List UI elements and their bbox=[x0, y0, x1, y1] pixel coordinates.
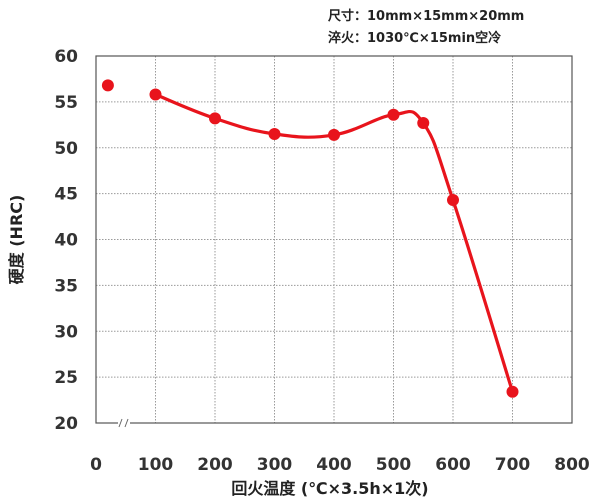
plot-frame bbox=[95, 55, 573, 424]
y-tick-label: 25 bbox=[54, 368, 78, 388]
y-tick-label: 50 bbox=[54, 139, 78, 159]
data-point bbox=[101, 79, 114, 92]
axis-break-mark bbox=[118, 418, 123, 428]
annotation-quench: 淬火：1030℃×15min空冷 bbox=[328, 30, 501, 46]
x-tick-label: 300 bbox=[257, 455, 293, 475]
x-tick-label: 100 bbox=[138, 455, 174, 475]
data-point bbox=[417, 116, 430, 129]
y-tick-label: 35 bbox=[54, 276, 78, 296]
annotation-size: 尺寸：10mm×15mm×20mm bbox=[328, 8, 524, 24]
data-point bbox=[268, 127, 281, 140]
y-tick-label: 40 bbox=[54, 231, 78, 251]
x-tick-label: 200 bbox=[197, 455, 233, 475]
data-point bbox=[506, 385, 519, 398]
x-tick-label: 0 bbox=[90, 455, 102, 475]
x-axis-label: 回火温度 (℃×3.5h×1次) bbox=[231, 479, 428, 498]
data-point bbox=[149, 88, 162, 101]
x-tick-label: 400 bbox=[316, 455, 352, 475]
x-tick-labels: 0 100 200 300 400 500 600 700 800 bbox=[90, 455, 590, 475]
y-tick-label: 20 bbox=[54, 414, 78, 434]
x-tick-label: 500 bbox=[376, 455, 412, 475]
x-axis-break bbox=[118, 417, 130, 429]
y-tick-label: 30 bbox=[54, 322, 78, 342]
axis-break-gap bbox=[118, 417, 130, 429]
data-point bbox=[209, 112, 221, 125]
x-tick-label: 600 bbox=[435, 455, 471, 475]
y-tick-label: 55 bbox=[54, 93, 78, 113]
x-tick-label: 700 bbox=[495, 455, 531, 475]
x-tick-label: 800 bbox=[554, 455, 590, 475]
y-tick-labels: 20 25 30 35 40 45 50 55 60 bbox=[54, 47, 78, 434]
data-point bbox=[387, 108, 400, 121]
series-hardness bbox=[101, 79, 519, 398]
y-axis-label: 硬度 (HRC) bbox=[7, 195, 26, 285]
data-point bbox=[447, 194, 459, 207]
y-tick-label: 60 bbox=[54, 47, 78, 67]
axis-break-mark bbox=[124, 418, 129, 428]
y-tick-label: 45 bbox=[54, 185, 78, 205]
data-point bbox=[328, 128, 340, 141]
grid bbox=[96, 56, 572, 423]
